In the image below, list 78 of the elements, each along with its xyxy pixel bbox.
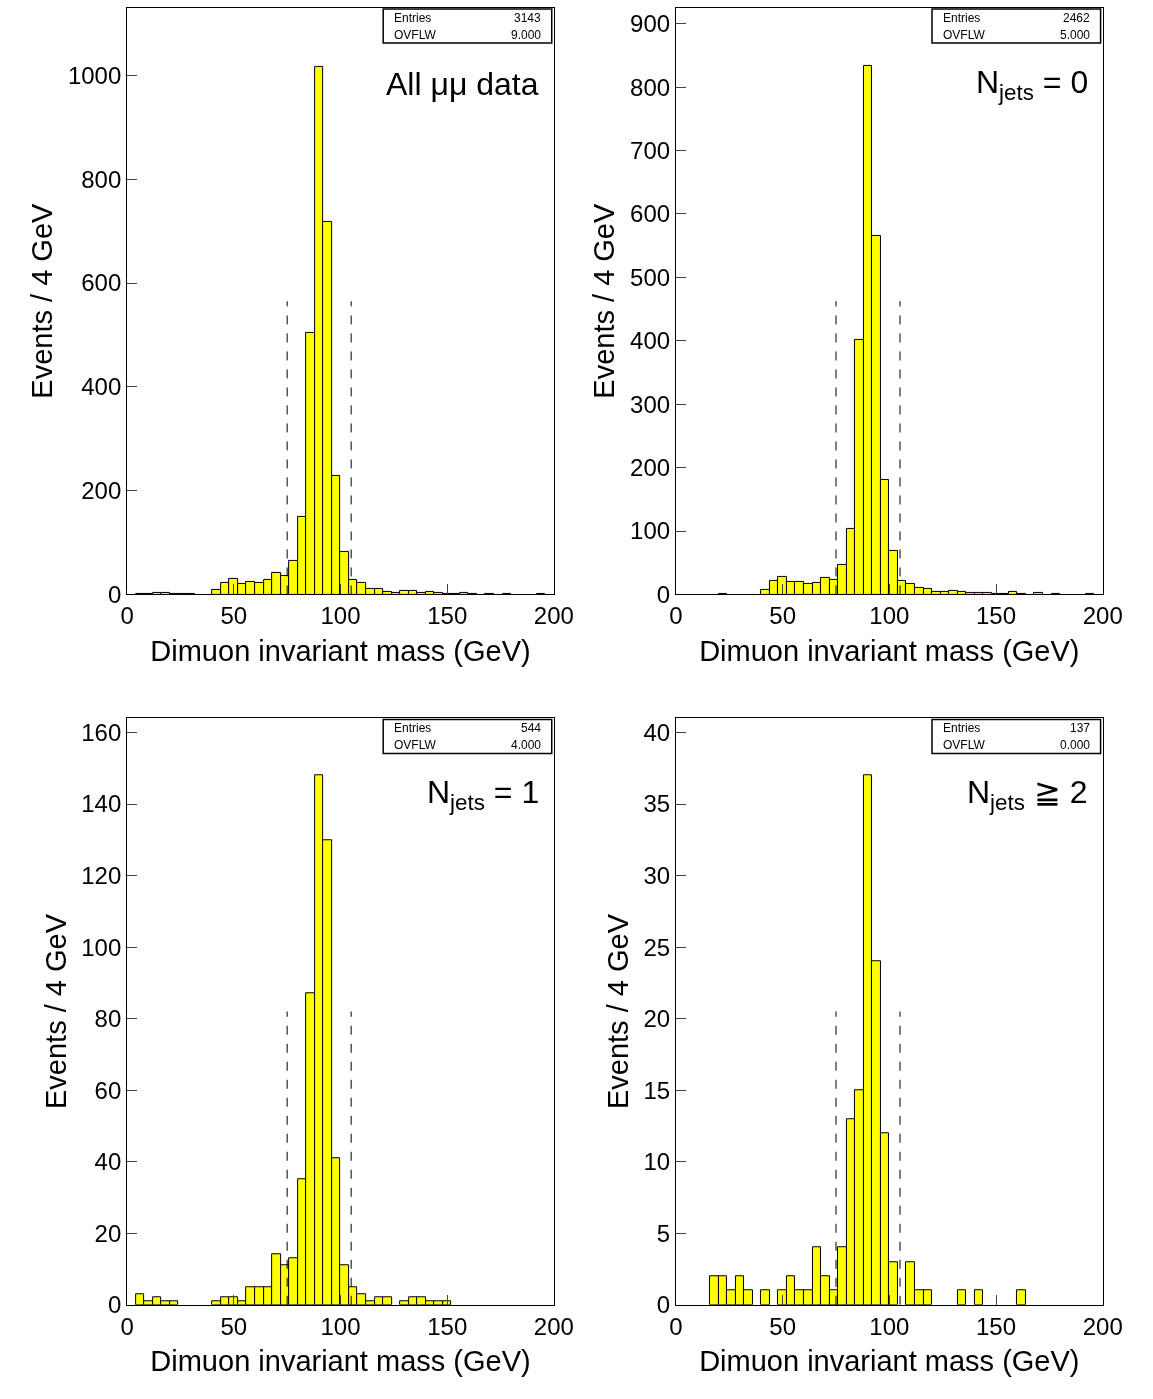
- annotation: OVFLW: [394, 738, 437, 752]
- y-tick-label: 120: [81, 862, 122, 890]
- y-tick-label: 20: [94, 1219, 122, 1247]
- x-tick-label: 50: [769, 602, 796, 630]
- annotation: 0.000: [1060, 738, 1091, 752]
- annotation: 9.000: [511, 28, 542, 42]
- y-tick-label: 10: [643, 1148, 671, 1176]
- y-axis-title: Events / 4 GeV: [601, 913, 634, 1110]
- y-axis-title: Events / 4 GeV: [588, 203, 621, 399]
- y-tick-label: 0: [107, 580, 122, 608]
- x-tick-label: 100: [320, 1312, 361, 1340]
- x-tick-label: 200: [533, 1312, 574, 1340]
- x-tick-label: 50: [769, 1312, 796, 1340]
- text: N$_{jets}$ = 1: [427, 774, 540, 815]
- y-tick-label: 140: [81, 790, 122, 818]
- y-tick-label: 0: [656, 580, 671, 608]
- text: N$_{jets}$ = 0: [976, 64, 1089, 105]
- y-tick-label: 600: [81, 269, 122, 297]
- y-tick-label: 5: [656, 1219, 671, 1247]
- annotation: OVFLW: [943, 738, 986, 752]
- annotation: 544: [521, 721, 542, 735]
- y-axis-title: Events / 4 GeV: [39, 913, 72, 1110]
- y-tick-label: 500: [630, 263, 671, 291]
- x-tick-label: 150: [976, 1312, 1017, 1340]
- annotation: OVFLW: [394, 28, 437, 42]
- y-tick-label: 25: [643, 933, 671, 961]
- annotation: 3143: [514, 11, 542, 25]
- y-tick-label: 200: [81, 477, 122, 505]
- text: N$_{jets}$ ≧ 2: [967, 774, 1088, 815]
- x-axis-title: Dimuon invariant mass (GeV): [150, 1345, 531, 1378]
- y-tick-label: 15: [643, 1076, 671, 1104]
- y-tick-label: 0: [656, 1291, 671, 1319]
- y-tick-label: 100: [81, 933, 122, 961]
- x-tick-label: 50: [220, 602, 248, 630]
- y-tick-label: 1000: [67, 61, 122, 89]
- x-tick-label: 100: [320, 602, 361, 630]
- x-tick-label: 150: [976, 602, 1017, 630]
- y-tick-label: 400: [630, 327, 671, 355]
- y-tick-label: 0: [107, 1291, 122, 1319]
- x-tick-label: 200: [1082, 602, 1123, 630]
- y-tick-label: 35: [643, 790, 671, 818]
- x-tick-label: 200: [533, 602, 574, 630]
- x-tick-label: 150: [427, 602, 468, 630]
- y-tick-label: 700: [630, 136, 671, 164]
- y-tick-label: 30: [643, 862, 671, 890]
- y-tick-label: 20: [643, 1005, 671, 1033]
- annotation: 137: [1070, 721, 1091, 735]
- annotation: Entries: [943, 721, 981, 735]
- y-tick-label: 60: [94, 1076, 122, 1104]
- y-tick-label: 800: [630, 73, 671, 101]
- y-tick-label: 600: [630, 200, 671, 228]
- x-axis-title: Dimuon invariant mass (GeV): [699, 1345, 1080, 1378]
- y-tick-label: 300: [630, 390, 671, 418]
- annotation: Entries: [394, 721, 432, 735]
- x-tick-label: 100: [869, 1312, 910, 1340]
- x-tick-label: 50: [220, 1312, 248, 1340]
- annotation: 4.000: [511, 738, 542, 752]
- y-axis-title: Events / 4 GeV: [26, 203, 59, 399]
- x-tick-label: 100: [869, 602, 910, 630]
- x-tick-label: 200: [1082, 1312, 1123, 1340]
- annotation: Entries: [943, 11, 981, 25]
- y-tick-label: 900: [630, 10, 671, 38]
- x-axis-title: Dimuon invariant mass (GeV): [150, 635, 531, 668]
- x-tick-label: 150: [427, 1312, 468, 1340]
- text: All μμ data: [386, 66, 539, 102]
- annotation: OVFLW: [943, 28, 986, 42]
- y-tick-label: 40: [94, 1148, 122, 1176]
- y-tick-label: 40: [643, 718, 671, 746]
- y-tick-label: 100: [630, 517, 671, 545]
- y-tick-label: 800: [81, 165, 122, 193]
- y-tick-label: 200: [630, 454, 671, 482]
- annotation: Entries: [394, 11, 432, 25]
- y-tick-label: 400: [81, 373, 122, 401]
- y-tick-label: 160: [81, 718, 122, 746]
- x-axis-title: Dimuon invariant mass (GeV): [699, 635, 1080, 668]
- annotation: 5.000: [1060, 28, 1091, 42]
- annotation: 2462: [1063, 11, 1091, 25]
- y-tick-label: 80: [94, 1005, 122, 1033]
